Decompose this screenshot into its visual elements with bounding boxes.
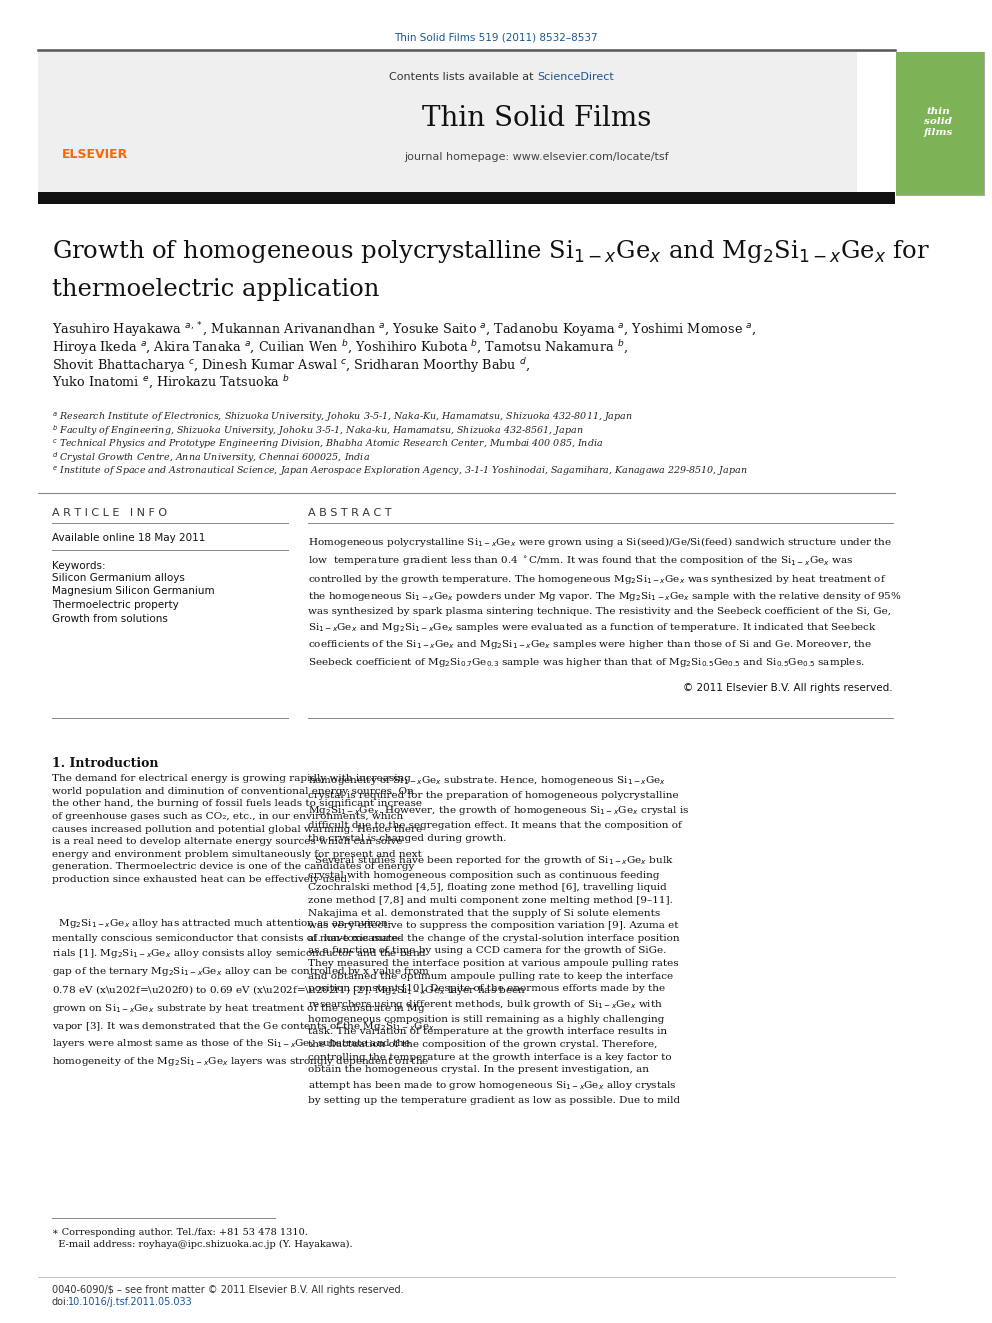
Text: 10.1016/j.tsf.2011.05.033: 10.1016/j.tsf.2011.05.033: [68, 1297, 192, 1307]
Text: A B S T R A C T: A B S T R A C T: [308, 508, 392, 519]
Text: ScienceDirect: ScienceDirect: [537, 71, 614, 82]
Text: $^a$ Research Institute of Electronics, Shizuoka University, Johoku 3-5-1, Naka-: $^a$ Research Institute of Electronics, …: [52, 410, 633, 423]
Text: Hiroya Ikeda $^a$, Akira Tanaka $^a$, Cuilian Wen $^b$, Yoshihiro Kubota $^b$, T: Hiroya Ikeda $^a$, Akira Tanaka $^a$, Cu…: [52, 337, 628, 357]
Text: Keywords:: Keywords:: [52, 561, 105, 572]
Text: ∗ Corresponding author. Tel./fax: +81 53 478 1310.: ∗ Corresponding author. Tel./fax: +81 53…: [52, 1228, 308, 1237]
Text: Available online 18 May 2011: Available online 18 May 2011: [52, 533, 205, 542]
Text: thin
solid
films: thin solid films: [924, 107, 952, 136]
Text: homogeneity of Si$_{1-x}$Ge$_x$ substrate. Hence, homogeneous Si$_{1-x}$Ge$_x$
c: homogeneity of Si$_{1-x}$Ge$_x$ substrat…: [308, 774, 689, 843]
Text: Yasuhiro Hayakawa $^{a,*}$, Mukannan Arivanandhan $^a$, Yosuke Saito $^a$, Tadan: Yasuhiro Hayakawa $^{a,*}$, Mukannan Ari…: [52, 320, 757, 340]
Bar: [38, 52, 857, 194]
Bar: [896, 52, 984, 194]
Text: $^c$ Technical Physics and Prototype Engineering Division, Bhabha Atomic Researc: $^c$ Technical Physics and Prototype Eng…: [52, 437, 603, 451]
Text: $^b$ Faculty of Engineering, Shizuoka University, Johoku 3-5-1, Naka-ku, Hamamat: $^b$ Faculty of Engineering, Shizuoka Un…: [52, 423, 583, 438]
Text: E-mail address: royhaya@ipc.shizuoka.ac.jp (Y. Hayakawa).: E-mail address: royhaya@ipc.shizuoka.ac.…: [52, 1240, 352, 1249]
Bar: [38, 192, 895, 204]
Text: Shovit Bhattacharya $^c$, Dinesh Kumar Aswal $^c$, Sridharan Moorthy Babu $^d$,: Shovit Bhattacharya $^c$, Dinesh Kumar A…: [52, 356, 530, 374]
Text: 1. Introduction: 1. Introduction: [52, 757, 159, 770]
Text: $^d$ Crystal Growth Centre, Anna University, Chennai 600025, India: $^d$ Crystal Growth Centre, Anna Univers…: [52, 451, 370, 466]
Text: Homogeneous polycrystalline Si$_{1-x}$Ge$_x$ were grown using a Si(seed)/Ge/Si(f: Homogeneous polycrystalline Si$_{1-x}$Ge…: [308, 534, 902, 669]
Text: Yuko Inatomi $^e$, Hirokazu Tatsuoka $^b$: Yuko Inatomi $^e$, Hirokazu Tatsuoka $^b…: [52, 374, 290, 392]
Text: ELSEVIER: ELSEVIER: [62, 148, 128, 161]
Text: The demand for electrical energy is growing rapidly with increasing
world popula: The demand for electrical energy is grow…: [52, 774, 423, 884]
Bar: [896, 52, 984, 146]
Text: Contents lists available at: Contents lists available at: [389, 71, 537, 82]
Text: Growth from solutions: Growth from solutions: [52, 614, 168, 623]
Bar: [896, 107, 984, 146]
Text: Mg$_2$Si$_{1-x}$Ge$_x$ alloy has attracted much attention as an environ-
mentall: Mg$_2$Si$_{1-x}$Ge$_x$ alloy has attract…: [52, 917, 526, 1068]
Text: Several studies have been reported for the growth of Si$_{1-x}$Ge$_x$ bulk
cryst: Several studies have been reported for t…: [308, 855, 681, 1105]
Text: © 2011 Elsevier B.V. All rights reserved.: © 2011 Elsevier B.V. All rights reserved…: [683, 683, 893, 693]
Text: $^e$ Institute of Space and Astronautical Science, Japan Aerospace Exploration A: $^e$ Institute of Space and Astronautica…: [52, 464, 748, 478]
Bar: [896, 107, 984, 194]
Text: Magnesium Silicon Germanium: Magnesium Silicon Germanium: [52, 586, 214, 597]
Text: Silicon Germanium alloys: Silicon Germanium alloys: [52, 573, 185, 583]
Text: 0040-6090/$ – see front matter © 2011 Elsevier B.V. All rights reserved.: 0040-6090/$ – see front matter © 2011 El…: [52, 1285, 404, 1295]
Text: thermoelectric application: thermoelectric application: [52, 278, 379, 302]
Text: Growth of homogeneous polycrystalline Si$_{1-x}$Ge$_x$ and Mg$_2$Si$_{1-x}$Ge$_x: Growth of homogeneous polycrystalline Si…: [52, 238, 930, 265]
Text: journal homepage: www.elsevier.com/locate/tsf: journal homepage: www.elsevier.com/locat…: [405, 152, 670, 161]
Text: Thin Solid Films 519 (2011) 8532–8537: Thin Solid Films 519 (2011) 8532–8537: [394, 32, 598, 42]
Text: Thin Solid Films: Thin Solid Films: [423, 105, 652, 132]
Text: Thermoelectric property: Thermoelectric property: [52, 601, 179, 610]
Text: doi:: doi:: [52, 1297, 70, 1307]
Text: A R T I C L E   I N F O: A R T I C L E I N F O: [52, 508, 167, 519]
